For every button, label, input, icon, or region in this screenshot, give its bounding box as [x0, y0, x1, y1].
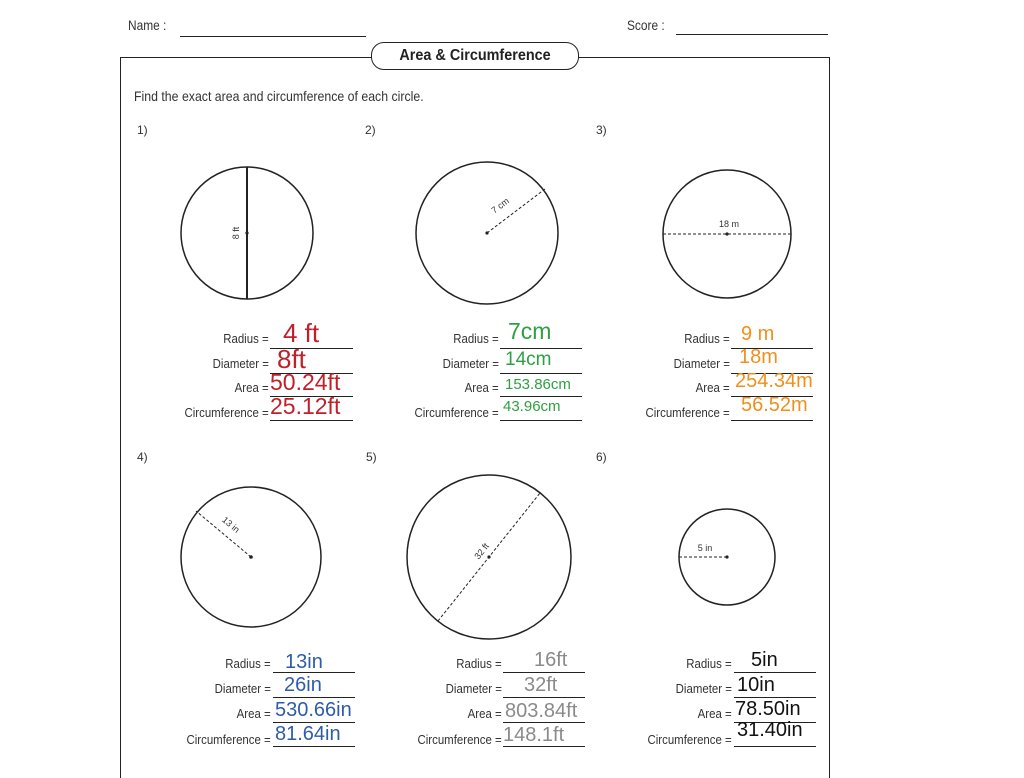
- circumference-label-5: Circumference =: [417, 732, 502, 747]
- diameter-answer-5: 32ft: [524, 674, 558, 696]
- diameter-label-3: Diameter =: [673, 356, 730, 371]
- circumference-blank-2[interactable]: [500, 420, 582, 421]
- radius-answer-5: 16ft: [534, 649, 568, 671]
- radius-label-2: Radius =: [453, 331, 499, 346]
- radius-blank-3[interactable]: [731, 348, 813, 349]
- radius-answer-1: 4 ft: [283, 318, 320, 348]
- score-blank[interactable]: [676, 34, 828, 35]
- radius-label-1: Radius =: [223, 331, 269, 346]
- circumference-blank-3[interactable]: [731, 420, 813, 421]
- radius-answer-3: 9 m: [741, 323, 775, 345]
- circumference-answer-6: 31.40in: [737, 719, 803, 741]
- diameter-answer-1: 8ft: [277, 344, 306, 374]
- diameter-blank-2[interactable]: [500, 373, 582, 374]
- circle-figure-6: 5 in: [678, 508, 776, 606]
- radius-answer-6: 5in: [751, 649, 778, 671]
- radius-answer-2: 7cm: [508, 318, 552, 344]
- area-label-4: Area =: [236, 706, 271, 721]
- problem-number-1: 1): [137, 123, 148, 137]
- name-blank[interactable]: [180, 36, 366, 37]
- problem-number-4: 4): [137, 450, 148, 464]
- circumference-blank-1[interactable]: [270, 420, 353, 421]
- radius-blank-4[interactable]: [273, 672, 355, 673]
- circumference-label-2: Circumference =: [414, 405, 499, 420]
- radius-label-6: Radius =: [686, 656, 732, 671]
- measure-label-2: 7 cm: [489, 196, 511, 216]
- radius-blank-6[interactable]: [734, 672, 816, 673]
- area-answer-1: 50.24ft: [270, 369, 341, 395]
- area-blank-2[interactable]: [500, 396, 582, 397]
- area-label-1: Area =: [234, 380, 269, 395]
- diameter-answer-2: 14cm: [505, 349, 552, 370]
- diameter-label-4: Diameter =: [214, 681, 271, 696]
- diameter-answer-4: 26in: [284, 674, 322, 696]
- area-blank-5[interactable]: [503, 722, 585, 723]
- name-label: Name :: [128, 17, 167, 33]
- diameter-label-1: Diameter =: [212, 356, 269, 371]
- circle-figure-2: 7 cm: [415, 161, 559, 305]
- problem-number-2: 2): [365, 123, 376, 137]
- diameter-blank-6[interactable]: [734, 697, 816, 698]
- circle-figure-3: 18 m: [662, 169, 792, 299]
- circumference-blank-6[interactable]: [734, 746, 816, 747]
- area-label-6: Area =: [697, 706, 732, 721]
- diameter-label-6: Diameter =: [675, 681, 732, 696]
- area-blank-1[interactable]: [270, 396, 353, 397]
- measure-label-6: 5 in: [698, 543, 713, 553]
- worksheet-title: Area & Circumference: [371, 42, 579, 70]
- radius-blank-1[interactable]: [270, 348, 353, 349]
- circumference-label-1: Circumference =: [184, 405, 269, 420]
- diameter-blank-3[interactable]: [731, 373, 813, 374]
- circle-figure-4: 13 in: [180, 486, 322, 628]
- circumference-blank-5[interactable]: [503, 746, 585, 747]
- circumference-answer-5: 148.1ft: [503, 724, 565, 746]
- diameter-blank-4[interactable]: [273, 697, 355, 698]
- problem-number-5: 5): [366, 450, 377, 464]
- problem-number-3: 3): [596, 123, 607, 137]
- diameter-blank-1[interactable]: [270, 373, 353, 374]
- area-label-3: Area =: [695, 380, 730, 395]
- circle-figure-1: 8 ft: [180, 166, 314, 300]
- area-answer-5: 803.84ft: [505, 700, 578, 722]
- instructions: Find the exact area and circumference of…: [134, 88, 424, 104]
- area-blank-4[interactable]: [273, 722, 355, 723]
- area-label-2: Area =: [464, 380, 499, 395]
- radius-label-5: Radius =: [456, 656, 502, 671]
- radius-label-3: Radius =: [684, 331, 730, 346]
- circle-figure-5: 32 ft: [406, 474, 572, 640]
- problem-number-6: 6): [596, 450, 607, 464]
- area-answer-6: 78.50in: [735, 698, 801, 720]
- diameter-blank-5[interactable]: [503, 697, 585, 698]
- measure-label-3: 18 m: [719, 219, 739, 229]
- diameter-label-5: Diameter =: [445, 681, 502, 696]
- circumference-answer-4: 81.64in: [275, 723, 341, 745]
- score-label: Score :: [627, 17, 665, 33]
- area-label-5: Area =: [467, 706, 502, 721]
- radius-blank-2[interactable]: [500, 348, 582, 349]
- diameter-answer-6: 10in: [737, 674, 775, 696]
- circumference-label-3: Circumference =: [645, 405, 730, 420]
- circumference-answer-3: 56.52m: [741, 394, 808, 416]
- area-answer-3: 254.34m: [735, 370, 813, 392]
- circumference-blank-4[interactable]: [273, 746, 355, 747]
- area-answer-4: 530.66in: [275, 699, 352, 721]
- measure-label-1: 8 ft: [231, 226, 241, 239]
- area-answer-2: 153.86cm: [505, 376, 571, 393]
- radius-answer-4: 13in: [285, 651, 323, 673]
- area-blank-3[interactable]: [731, 396, 813, 397]
- circumference-label-4: Circumference =: [186, 732, 271, 747]
- diameter-label-2: Diameter =: [442, 356, 499, 371]
- measure-label-4: 13 in: [220, 515, 241, 535]
- area-blank-6[interactable]: [734, 722, 816, 723]
- radius-label-4: Radius =: [225, 656, 271, 671]
- circumference-label-6: Circumference =: [647, 732, 732, 747]
- circumference-answer-2: 43.96cm: [503, 398, 561, 415]
- circumference-answer-1: 25.12ft: [270, 393, 341, 419]
- diameter-answer-3: 18m: [739, 346, 778, 368]
- radius-blank-5[interactable]: [503, 672, 585, 673]
